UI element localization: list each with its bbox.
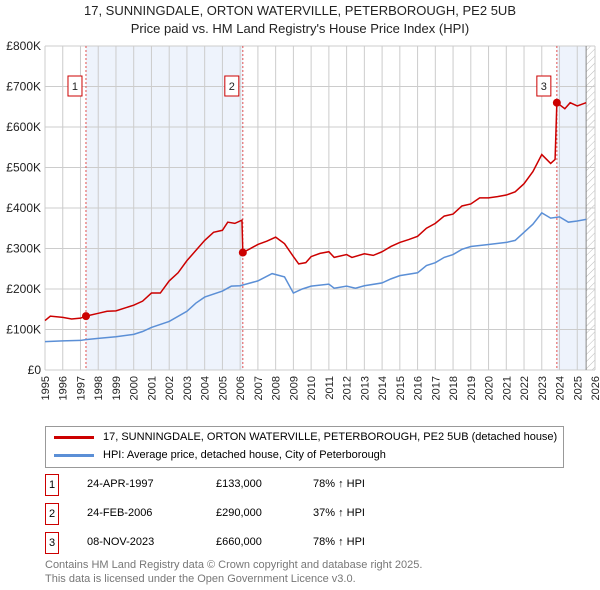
x-tick-label: 2013 bbox=[359, 376, 371, 400]
x-tick-label: 2011 bbox=[324, 376, 336, 400]
x-tick-label: 2009 bbox=[288, 376, 300, 400]
legend-swatch-hpi bbox=[54, 454, 94, 457]
sale-hpi-diff: 37% ↑ HPI bbox=[313, 507, 365, 519]
x-tick-label: 2008 bbox=[271, 376, 283, 400]
x-tick-label: 1996 bbox=[58, 376, 70, 400]
chart-subtitle: Price paid vs. HM Land Registry's House … bbox=[130, 21, 470, 36]
y-tick-label: £100K bbox=[6, 323, 41, 337]
x-tick-label: 2001 bbox=[146, 376, 158, 400]
sale-label-box bbox=[224, 75, 240, 97]
x-tick-label: 2024 bbox=[555, 376, 567, 400]
x-tick-label: 2018 bbox=[448, 376, 460, 400]
footer-licence: This data is licensed under the Open Gov… bbox=[45, 573, 356, 585]
legend: 17, SUNNINGDALE, ORTON WATERVILLE, PETER… bbox=[45, 426, 564, 468]
x-tick-label: 2000 bbox=[129, 376, 141, 400]
sale-row: 1 24-APR-1997 £133,000 78% ↑ HPI bbox=[45, 474, 445, 496]
x-tick-label: 2021 bbox=[501, 376, 513, 400]
y-tick-label: £700K bbox=[6, 80, 41, 94]
sale-label-number: 1 bbox=[72, 81, 78, 93]
x-tick-label: 2016 bbox=[413, 376, 425, 400]
sale-label-box bbox=[67, 75, 83, 97]
legend-item-hpi: HPI: Average price, detached house, City… bbox=[54, 449, 386, 462]
legend-swatch-property bbox=[54, 436, 94, 439]
x-tick-label: 1999 bbox=[111, 376, 123, 400]
x-tick-label: 2010 bbox=[306, 376, 318, 400]
x-tick-label: 2014 bbox=[377, 376, 389, 400]
y-tick-label: £800K bbox=[6, 39, 41, 53]
x-tick-label: 2020 bbox=[484, 376, 496, 400]
y-tick-label: £500K bbox=[6, 161, 41, 175]
y-tick-label: £300K bbox=[6, 242, 41, 256]
sale-label-number: 2 bbox=[229, 81, 235, 93]
sale-label-box bbox=[536, 75, 552, 97]
hpi-line bbox=[44, 211, 587, 343]
y-tick-label: £0 bbox=[28, 363, 42, 377]
x-tick-label: 2002 bbox=[164, 376, 176, 400]
sale-row: 3 08-NOV-2023 £660,000 78% ↑ HPI bbox=[45, 532, 445, 554]
sale-point bbox=[81, 312, 90, 321]
x-tick-label: 2026 bbox=[590, 376, 600, 400]
x-tick-label: 2015 bbox=[395, 376, 407, 400]
sale-hpi-diff: 78% ↑ HPI bbox=[313, 478, 365, 490]
x-tick-label: 2023 bbox=[537, 376, 549, 400]
sale-number-badge: 1 bbox=[45, 474, 59, 496]
sale-point bbox=[552, 98, 561, 107]
x-tick-label: 2017 bbox=[430, 376, 442, 400]
sale-label-number: 3 bbox=[541, 81, 547, 93]
legend-item-property: 17, SUNNINGDALE, ORTON WATERVILLE, PETER… bbox=[54, 431, 557, 444]
x-tick-label: 2012 bbox=[342, 376, 354, 400]
sale-date: 24-FEB-2006 bbox=[87, 507, 153, 519]
sale-row: 2 24-FEB-2006 £290,000 37% ↑ HPI bbox=[45, 503, 445, 525]
x-tick-label: 2004 bbox=[200, 376, 212, 400]
legend-label-hpi: HPI: Average price, detached house, City… bbox=[103, 449, 386, 461]
x-tick-label: 2007 bbox=[253, 376, 265, 400]
x-tick-label: 2003 bbox=[182, 376, 194, 400]
x-tick-label: 1995 bbox=[40, 376, 52, 400]
y-tick-label: £200K bbox=[6, 282, 41, 296]
sale-hpi-diff: 78% ↑ HPI bbox=[313, 536, 365, 548]
sale-point bbox=[238, 248, 247, 257]
x-tick-label: 2019 bbox=[466, 376, 478, 400]
chart-title: 17, SUNNINGDALE, ORTON WATERVILLE, PETER… bbox=[83, 3, 516, 18]
sale-price: £290,000 bbox=[216, 507, 262, 519]
y-tick-label: £400K bbox=[6, 201, 41, 215]
sale-price: £660,000 bbox=[216, 536, 262, 548]
price-chart: 1995 1996 1997 1998 1999 2000 2001 2002 2003 2004… bbox=[6, 39, 600, 400]
y-tick-label: £600K bbox=[6, 120, 41, 134]
x-tick-label: 2025 bbox=[572, 376, 584, 400]
legend-label-property: 17, SUNNINGDALE, ORTON WATERVILLE, PETER… bbox=[103, 431, 558, 443]
x-tick-label: 2006 bbox=[235, 376, 247, 400]
sale-number-badge: 3 bbox=[45, 532, 59, 554]
sale-number-badge: 2 bbox=[45, 503, 59, 525]
sale-date: 24-APR-1997 bbox=[87, 478, 154, 490]
footer-copyright: Contains HM Land Registry data © Crown c… bbox=[45, 559, 423, 571]
x-tick-label: 2022 bbox=[519, 376, 531, 400]
property-price-line bbox=[44, 101, 587, 322]
sale-price: £133,000 bbox=[216, 478, 262, 490]
x-tick-label: 1997 bbox=[75, 376, 87, 400]
x-tick-label: 1998 bbox=[93, 376, 105, 400]
x-tick-label: 2005 bbox=[217, 376, 229, 400]
sale-date: 08-NOV-2023 bbox=[87, 536, 155, 548]
